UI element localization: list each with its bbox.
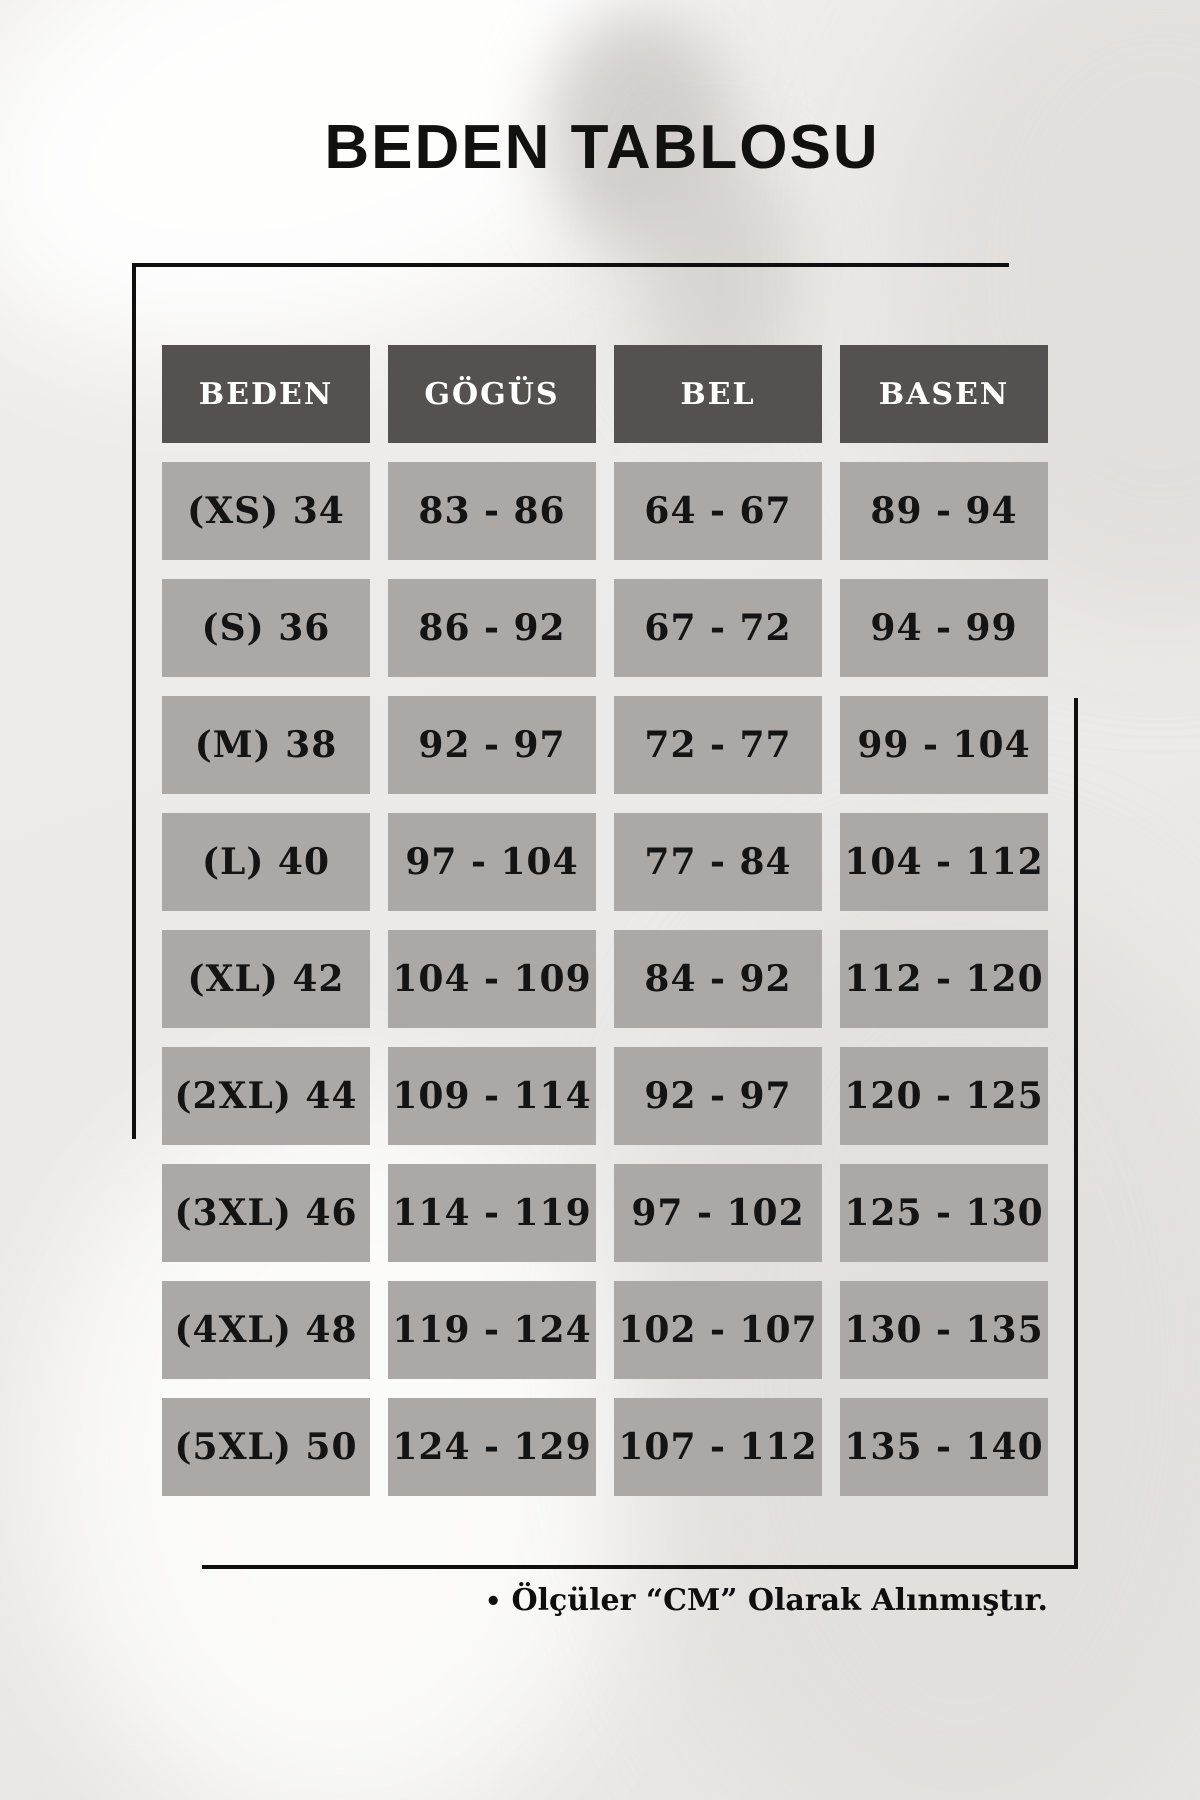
measurement-cell: 94 - 99 (840, 579, 1048, 677)
measurement-cell: 86 - 92 (388, 579, 596, 677)
measurement-cell: 92 - 97 (388, 696, 596, 794)
size-table: BEDEN GÖGÜS BEL BASEN (XS) 34 83 - 86 64 - 67 8… (162, 345, 1048, 1496)
size-cell: (XS) 34 (162, 462, 370, 560)
header-cell: BEL (614, 345, 822, 443)
measurement-cell: 89 - 94 (840, 462, 1048, 560)
measurement-cell: 64 - 67 (614, 462, 822, 560)
size-cell: (4XL) 48 (162, 1281, 370, 1379)
measurement-cell: 84 - 92 (614, 930, 822, 1028)
size-cell: (XL) 42 (162, 930, 370, 1028)
measurement-cell: 104 - 109 (388, 930, 596, 1028)
header-cell: GÖGÜS (388, 345, 596, 443)
note-bullet: • (484, 1587, 502, 1617)
measurement-cell: 72 - 77 (614, 696, 822, 794)
size-cell: (S) 36 (162, 579, 370, 677)
measurement-cell: 83 - 86 (388, 462, 596, 560)
header-cell: BASEN (840, 345, 1048, 443)
measurement-cell: 114 - 119 (388, 1164, 596, 1262)
measurement-cell: 97 - 102 (614, 1164, 822, 1262)
measurement-cell: 125 - 130 (840, 1164, 1048, 1262)
measurement-cell: 99 - 104 (840, 696, 1048, 794)
measurement-cell: 97 - 104 (388, 813, 596, 911)
note-text: Ölçüler “CM” Olarak Alınmıştır. (511, 1583, 1048, 1618)
header-cell: BEDEN (162, 345, 370, 443)
size-cell: (3XL) 46 (162, 1164, 370, 1262)
measurement-cell: 112 - 120 (840, 930, 1048, 1028)
measurement-cell: 107 - 112 (614, 1398, 822, 1496)
size-cell: (M) 38 (162, 696, 370, 794)
measurement-note: • Ölçüler “CM” Olarak Alınmıştır. (162, 1583, 1048, 1618)
measurement-cell: 120 - 125 (840, 1047, 1048, 1145)
size-cell: (L) 40 (162, 813, 370, 911)
measurement-cell: 135 - 140 (840, 1398, 1048, 1496)
measurement-cell: 124 - 129 (388, 1398, 596, 1496)
measurement-cell: 130 - 135 (840, 1281, 1048, 1379)
measurement-cell: 77 - 84 (614, 813, 822, 911)
measurement-cell: 67 - 72 (614, 579, 822, 677)
measurement-cell: 92 - 97 (614, 1047, 822, 1145)
size-cell: (2XL) 44 (162, 1047, 370, 1145)
measurement-cell: 102 - 107 (614, 1281, 822, 1379)
size-cell: (5XL) 50 (162, 1398, 370, 1496)
measurement-cell: 109 - 114 (388, 1047, 596, 1145)
measurement-cell: 119 - 124 (388, 1281, 596, 1379)
measurement-cell: 104 - 112 (840, 813, 1048, 911)
page-title: BEDEN TABLOSU (324, 112, 880, 182)
